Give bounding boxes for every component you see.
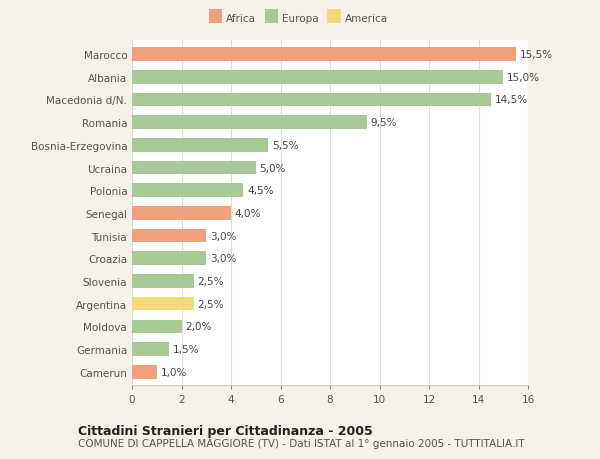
- Text: Cittadini Stranieri per Cittadinanza - 2005: Cittadini Stranieri per Cittadinanza - 2…: [78, 425, 373, 437]
- Text: 1,5%: 1,5%: [173, 344, 199, 354]
- Bar: [132, 162, 256, 175]
- Text: 1,0%: 1,0%: [160, 367, 187, 377]
- Legend: Africa, Europa, America: Africa, Europa, America: [206, 12, 390, 26]
- Text: 2,5%: 2,5%: [197, 276, 224, 286]
- Text: 14,5%: 14,5%: [494, 95, 528, 105]
- Text: 5,5%: 5,5%: [272, 140, 298, 151]
- Bar: [132, 297, 194, 311]
- Text: COMUNE DI CAPPELLA MAGGIORE (TV) - Dati ISTAT al 1° gennaio 2005 - TUTTITALIA.IT: COMUNE DI CAPPELLA MAGGIORE (TV) - Dati …: [78, 438, 524, 448]
- Text: 4,0%: 4,0%: [235, 208, 261, 218]
- Bar: [132, 342, 169, 356]
- Bar: [132, 274, 194, 288]
- Bar: [132, 365, 157, 379]
- Text: 2,0%: 2,0%: [185, 322, 212, 332]
- Text: 15,5%: 15,5%: [520, 50, 553, 60]
- Bar: [132, 71, 503, 84]
- Text: 9,5%: 9,5%: [371, 118, 397, 128]
- Text: 5,0%: 5,0%: [259, 163, 286, 173]
- Bar: [132, 184, 244, 197]
- Bar: [132, 252, 206, 265]
- Bar: [132, 207, 231, 220]
- Bar: [132, 116, 367, 129]
- Text: 3,0%: 3,0%: [210, 231, 236, 241]
- Text: 4,5%: 4,5%: [247, 186, 274, 196]
- Bar: [132, 320, 182, 334]
- Bar: [132, 93, 491, 107]
- Text: 2,5%: 2,5%: [197, 299, 224, 309]
- Bar: [132, 48, 515, 62]
- Bar: [132, 230, 206, 243]
- Bar: [132, 139, 268, 152]
- Text: 3,0%: 3,0%: [210, 254, 236, 264]
- Text: 15,0%: 15,0%: [507, 73, 540, 83]
